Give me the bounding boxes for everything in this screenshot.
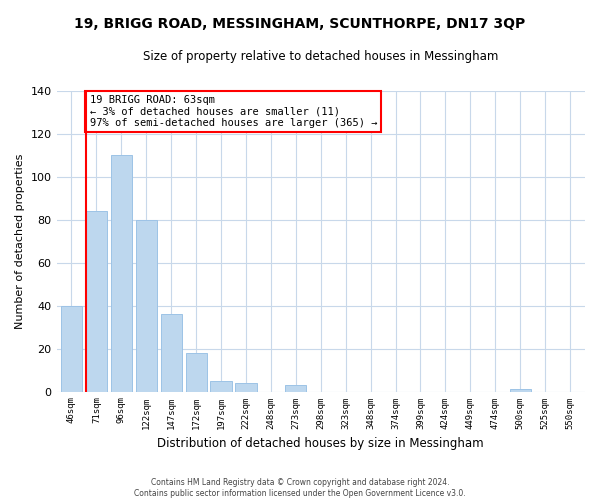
Text: 19, BRIGG ROAD, MESSINGHAM, SCUNTHORPE, DN17 3QP: 19, BRIGG ROAD, MESSINGHAM, SCUNTHORPE, … bbox=[74, 18, 526, 32]
Bar bbox=[211, 381, 232, 392]
Title: Size of property relative to detached houses in Messingham: Size of property relative to detached ho… bbox=[143, 50, 499, 63]
Text: Contains HM Land Registry data © Crown copyright and database right 2024.
Contai: Contains HM Land Registry data © Crown c… bbox=[134, 478, 466, 498]
Text: 19 BRIGG ROAD: 63sqm
← 3% of detached houses are smaller (11)
97% of semi-detach: 19 BRIGG ROAD: 63sqm ← 3% of detached ho… bbox=[89, 95, 377, 128]
X-axis label: Distribution of detached houses by size in Messingham: Distribution of detached houses by size … bbox=[157, 437, 484, 450]
Bar bbox=[111, 155, 132, 392]
Bar bbox=[185, 353, 207, 392]
Bar bbox=[235, 383, 257, 392]
Bar bbox=[86, 211, 107, 392]
Bar bbox=[161, 314, 182, 392]
Y-axis label: Number of detached properties: Number of detached properties bbox=[15, 154, 25, 328]
Bar bbox=[285, 385, 307, 392]
Bar bbox=[509, 390, 531, 392]
Bar bbox=[61, 306, 82, 392]
Bar bbox=[136, 220, 157, 392]
